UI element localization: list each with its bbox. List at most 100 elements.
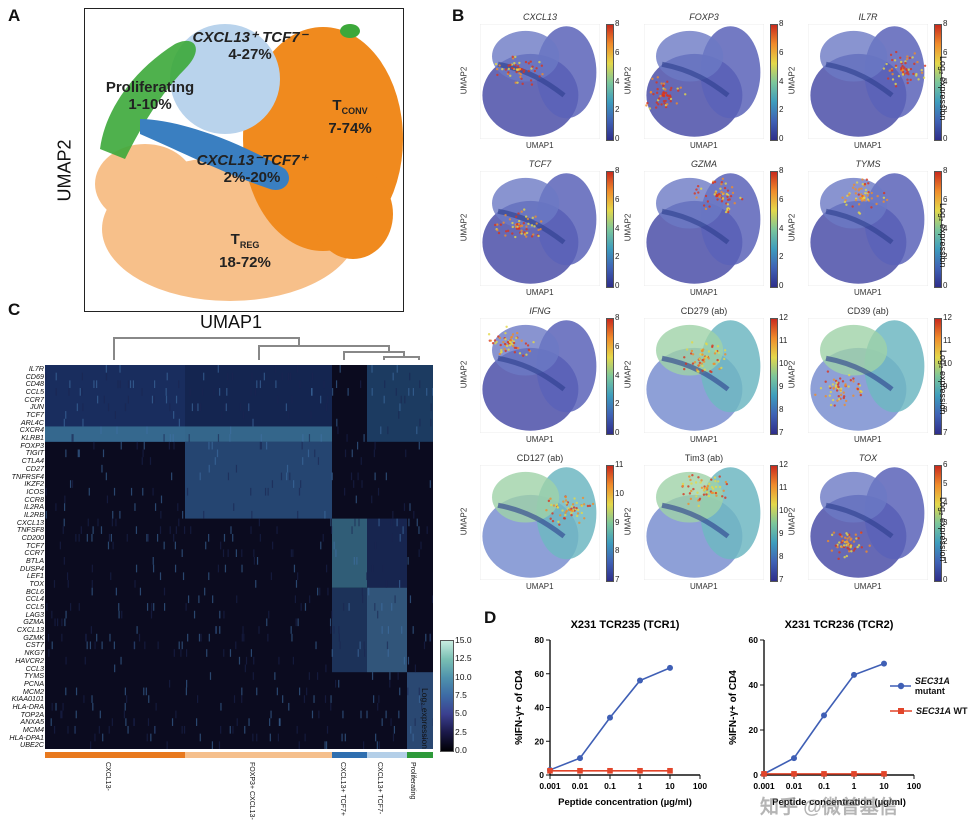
x-axis-label: Peptide concentration (µg/ml)	[558, 797, 692, 808]
feature-plot-ylabel: UMAP2	[623, 213, 632, 241]
feature-plot-xlabel: UMAP1	[526, 582, 554, 591]
y-tick-label: 0	[539, 770, 544, 780]
colorbar-tick: 11	[779, 336, 787, 345]
feature-plot-title: IFNG	[480, 306, 600, 316]
chart-title: X231 TCR235 (TCR1)	[571, 619, 680, 631]
data-point	[821, 771, 827, 777]
colorbar-tick: 8	[615, 546, 619, 555]
colorbar-tick: 9	[615, 518, 619, 527]
colorbar-tick: 5	[943, 479, 947, 488]
x-tick-label: 0.01	[786, 781, 803, 791]
colorbar-tick: 4	[779, 224, 783, 233]
feature-plot-title: IL7R	[808, 12, 928, 22]
colorbar-tick: 7	[943, 428, 947, 437]
y-tick-label: 20	[749, 725, 759, 735]
heatmap-group-bar	[45, 752, 433, 758]
feature-plot-title: TCF7	[480, 159, 600, 169]
colorbar-tick: 5.0	[455, 708, 467, 718]
colorbar-tick: 9	[779, 382, 783, 391]
heatmap-dendrogram	[44, 330, 434, 360]
cluster-label-proliferating: Proliferating 1-10%	[95, 79, 205, 113]
feature-plot-xlabel: UMAP1	[690, 288, 718, 297]
colorbar-tick: 0	[615, 281, 619, 290]
colorbar-tick: 7.5	[455, 690, 467, 700]
x-tick-label: 0.1	[604, 781, 616, 791]
legend-item-mutant: SEC31A mutant	[890, 676, 979, 696]
feature-plot-xlabel: UMAP1	[690, 141, 718, 150]
feature-plot-ylabel: UMAP2	[623, 360, 632, 388]
umap-main-ylabel: UMAP2	[55, 136, 76, 206]
data-point	[607, 768, 613, 774]
feature-plot-ylabel: UMAP2	[787, 213, 796, 241]
feature-plot-scatter	[480, 171, 600, 286]
colorbar-tick: 7	[615, 575, 619, 584]
colorbar-tick: 2	[779, 105, 783, 114]
colorbar-tick: 6	[779, 195, 783, 204]
colorbar-tick: 8	[779, 166, 783, 175]
feature-plot-scatter	[808, 24, 928, 139]
y-tick-label: 40	[535, 703, 545, 713]
feature-plot-scatter	[644, 465, 764, 580]
panel-letter-c: C	[8, 300, 20, 320]
feature-plot-xlabel: UMAP1	[854, 582, 882, 591]
legend-label-wt: SEC31A WT	[916, 706, 968, 716]
colorbar-tick: 12.5	[455, 653, 472, 663]
data-point	[637, 678, 643, 684]
colorbar-tick: 2.5	[455, 727, 467, 737]
feature-plot-ylabel: UMAP2	[787, 507, 796, 535]
colorbar-tick: 6	[943, 460, 947, 469]
group-label: CXCL13+ TCF7-	[376, 762, 383, 814]
colorbar-tick: 8	[943, 19, 947, 28]
y-axis-label: %IFN-γ+ of CD4	[514, 670, 525, 745]
feature-plot-xlabel: UMAP1	[526, 435, 554, 444]
y-tick-label: 20	[535, 736, 545, 746]
x-tick-label: 100	[693, 781, 707, 791]
colorbar-tick: 11	[779, 483, 787, 492]
feature-plot-xlabel: UMAP1	[690, 582, 718, 591]
colorbar-tick: 0	[943, 575, 947, 584]
feature-plot-title: TYMS	[808, 159, 928, 169]
heatmap-grid	[45, 365, 433, 749]
feature-plot-scatter	[644, 318, 764, 433]
feature-plot-title: CD279 (ab)	[644, 306, 764, 316]
feature-plot-xlabel: UMAP1	[526, 141, 554, 150]
legend-marker-square-icon	[890, 706, 912, 716]
y-tick-label: 80	[535, 635, 545, 645]
data-point	[821, 712, 827, 718]
feature-plot-ylabel: UMAP2	[787, 360, 796, 388]
colorbar-tick: 0	[615, 134, 619, 143]
legend-item-wt: SEC31A WT	[890, 706, 979, 716]
colorbar-tick: 2	[779, 252, 783, 261]
data-point	[667, 665, 673, 671]
data-point	[881, 771, 887, 777]
feature-plot-colorbar-label: Log₂ expression	[938, 497, 948, 562]
feature-plot-title: Tim3 (ab)	[644, 453, 764, 463]
umap-main-frame: CXCL13⁺ TCF7⁻ 4-27% Proliferating 1-10% …	[84, 8, 404, 312]
group-bar-segment	[332, 752, 367, 758]
colorbar-tick: 6	[615, 48, 619, 57]
feature-plot-scatter	[808, 171, 928, 286]
colorbar-tick: 6	[779, 48, 783, 57]
colorbar-tick: 15.0	[455, 635, 472, 645]
feature-plot-scatter	[480, 318, 600, 433]
data-point	[577, 768, 583, 774]
feature-plot-ylabel: UMAP2	[459, 507, 468, 535]
colorbar-tick: 8	[779, 19, 783, 28]
colorbar-tick: 6	[615, 342, 619, 351]
feature-plot-colorbar	[770, 24, 778, 141]
colorbar-tick: 12	[943, 313, 952, 322]
feature-plot-scatter	[480, 24, 600, 139]
feature-plot-scatter	[808, 318, 928, 433]
feature-plot-colorbar-label: Log₂ expression	[938, 350, 948, 415]
group-label: FOXP3+ CXCL13-	[248, 762, 255, 820]
colorbar-tick: 11	[943, 336, 951, 345]
